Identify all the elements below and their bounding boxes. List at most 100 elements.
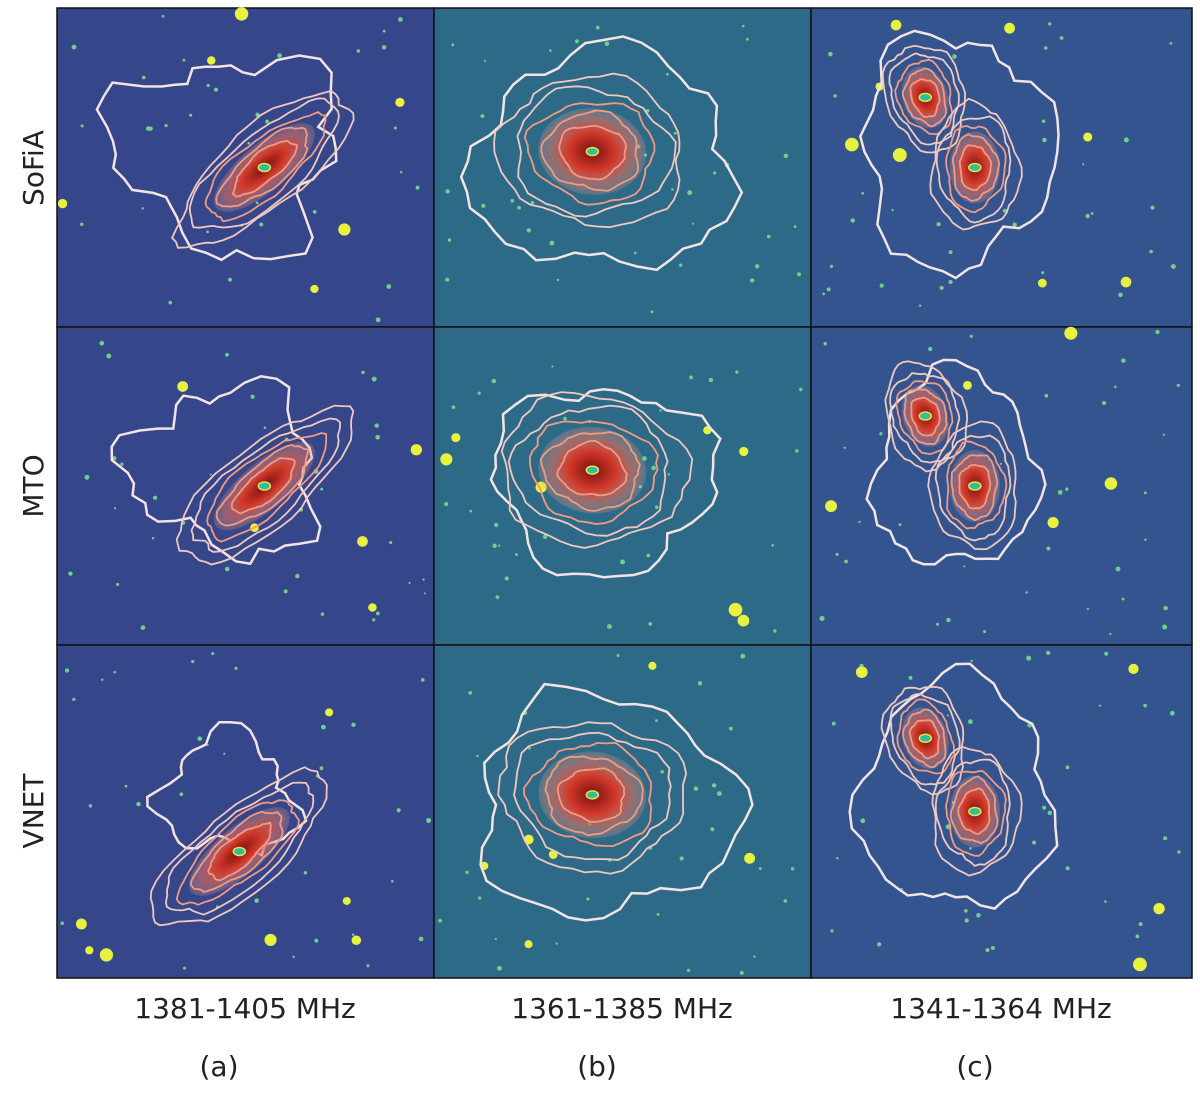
star bbox=[99, 948, 114, 962]
star bbox=[476, 754, 479, 758]
star bbox=[528, 746, 531, 750]
contour bbox=[927, 420, 1017, 551]
star bbox=[465, 870, 469, 875]
star bbox=[444, 502, 449, 507]
star bbox=[1086, 607, 1089, 611]
contour bbox=[479, 682, 754, 922]
star bbox=[1176, 383, 1180, 387]
star bbox=[1065, 765, 1070, 770]
star bbox=[1047, 810, 1053, 816]
star bbox=[1104, 477, 1118, 490]
star bbox=[673, 131, 677, 135]
star bbox=[145, 126, 151, 131]
contour bbox=[539, 431, 641, 512]
star bbox=[1115, 566, 1121, 572]
star bbox=[830, 929, 834, 933]
star bbox=[549, 240, 555, 246]
star bbox=[255, 201, 259, 205]
star bbox=[1169, 710, 1175, 716]
star bbox=[484, 59, 487, 62]
star bbox=[141, 207, 144, 210]
star bbox=[952, 54, 957, 59]
star bbox=[563, 416, 567, 421]
star bbox=[969, 847, 972, 850]
star bbox=[660, 769, 664, 774]
star bbox=[101, 678, 104, 681]
star bbox=[191, 659, 195, 664]
star bbox=[1002, 208, 1007, 213]
panel-tag: (a) bbox=[199, 1050, 238, 1083]
star bbox=[408, 581, 411, 585]
star bbox=[749, 278, 755, 283]
star bbox=[1143, 491, 1147, 495]
star bbox=[116, 582, 120, 587]
column-label: 1361-1385 MHz bbox=[511, 992, 732, 1025]
contour bbox=[522, 741, 653, 848]
star bbox=[438, 918, 443, 923]
star bbox=[1057, 489, 1063, 495]
contour bbox=[507, 404, 669, 537]
star bbox=[320, 487, 324, 491]
star bbox=[783, 153, 789, 159]
star bbox=[1104, 651, 1109, 656]
star bbox=[1046, 546, 1051, 551]
star bbox=[209, 473, 212, 476]
star bbox=[451, 43, 455, 47]
nucleus bbox=[968, 481, 982, 491]
star bbox=[207, 56, 216, 65]
star bbox=[686, 968, 691, 972]
star bbox=[693, 786, 699, 791]
star bbox=[879, 432, 883, 436]
star bbox=[1163, 836, 1168, 841]
star bbox=[492, 543, 497, 549]
image-panel bbox=[56, 326, 435, 646]
star bbox=[879, 283, 884, 288]
star bbox=[1120, 276, 1132, 288]
star bbox=[495, 595, 500, 600]
contour bbox=[934, 434, 1012, 542]
star bbox=[745, 37, 749, 41]
star bbox=[1104, 900, 1107, 903]
contour bbox=[950, 454, 999, 522]
contour bbox=[190, 417, 342, 553]
star bbox=[691, 222, 695, 225]
star bbox=[1162, 433, 1165, 436]
image-panel bbox=[433, 644, 812, 979]
star bbox=[1135, 934, 1140, 939]
star bbox=[494, 937, 497, 941]
star bbox=[263, 426, 267, 430]
star bbox=[391, 879, 394, 883]
star bbox=[829, 264, 834, 269]
star bbox=[514, 552, 518, 556]
star bbox=[120, 462, 124, 466]
star bbox=[708, 377, 714, 383]
star bbox=[179, 792, 184, 797]
nucleus bbox=[257, 162, 272, 173]
star bbox=[1044, 393, 1049, 398]
star bbox=[697, 681, 703, 686]
contour bbox=[902, 708, 947, 769]
star bbox=[654, 505, 659, 510]
contour bbox=[513, 731, 672, 861]
nucleus bbox=[585, 146, 600, 157]
star bbox=[983, 629, 987, 634]
star bbox=[936, 622, 940, 626]
star bbox=[234, 666, 238, 670]
star bbox=[1043, 46, 1048, 50]
star bbox=[1026, 655, 1032, 661]
star bbox=[1162, 624, 1168, 630]
star bbox=[225, 566, 230, 572]
star bbox=[398, 17, 403, 22]
contour bbox=[215, 444, 309, 527]
contour bbox=[516, 85, 677, 218]
star bbox=[963, 565, 966, 568]
image-panel bbox=[810, 326, 1193, 646]
star bbox=[646, 553, 651, 558]
star bbox=[228, 277, 232, 282]
star bbox=[225, 352, 229, 357]
star bbox=[735, 370, 739, 374]
star bbox=[1128, 663, 1139, 675]
star bbox=[890, 19, 902, 31]
star bbox=[1118, 292, 1123, 298]
star bbox=[445, 189, 450, 194]
